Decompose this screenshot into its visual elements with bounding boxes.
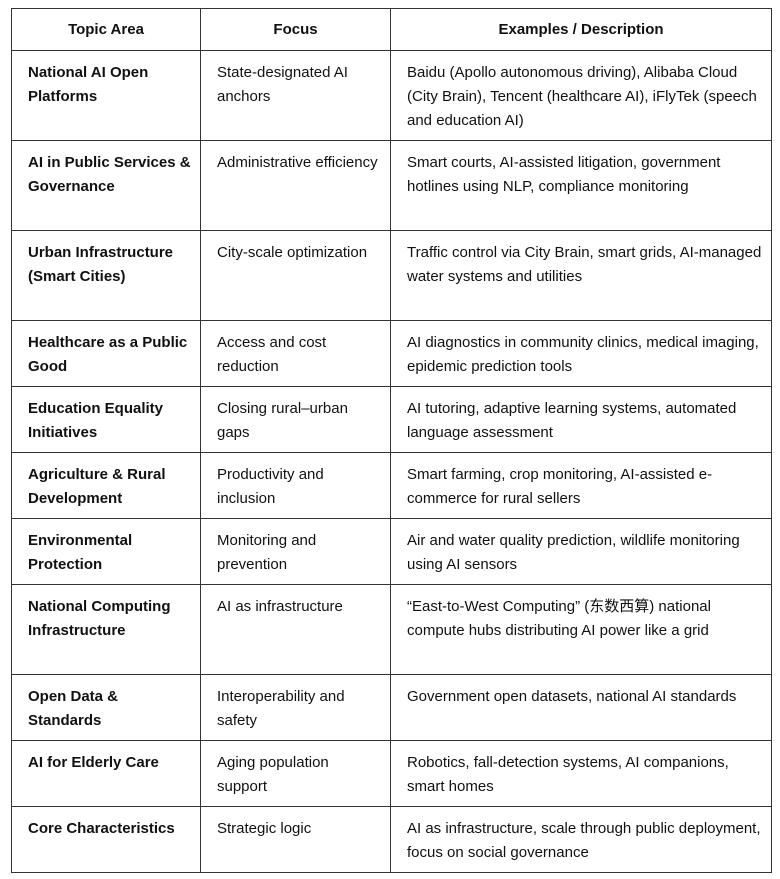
examples-cell: “East-to-West Computing” (东数西算) national… xyxy=(390,584,772,675)
focus-cell: Productivity and inclusion xyxy=(200,452,391,519)
examples-cell: Traffic control via City Brain, smart gr… xyxy=(390,230,772,321)
table-row: Education Equality Initiatives Closing ru… xyxy=(11,386,772,453)
table-row: Core Characteristics Strategic logic AI as… xyxy=(11,806,772,873)
table-row: Environmental Protection Monitoring and p… xyxy=(11,518,772,585)
table-row: Urban Infrastructure (Smart Cities) City-… xyxy=(11,230,772,321)
examples-cell: Smart courts, AI-assisted litigation, go… xyxy=(390,140,772,231)
ai-topics-table: Topic Area Focus Examples / Description … xyxy=(11,8,772,873)
focus-cell: Aging population support xyxy=(200,740,391,807)
table-row: AI in Public Services & Governance Admini… xyxy=(11,140,772,231)
focus-cell: Monitoring and prevention xyxy=(200,518,391,585)
header-row: Topic Area Focus Examples / Description xyxy=(11,8,772,51)
focus-cell: Closing rural–urban gaps xyxy=(200,386,391,453)
header-focus: Focus xyxy=(200,8,391,51)
table-row: National AI Open Platforms State-designat… xyxy=(11,50,772,141)
topic-cell: AI in Public Services & Governance xyxy=(11,140,201,231)
topic-cell: Agriculture & Rural Development xyxy=(11,452,201,519)
table-row: AI for Elderly Care Aging population supp… xyxy=(11,740,772,807)
header-examples: Examples / Description xyxy=(390,8,772,51)
examples-cell: AI as infrastructure, scale through publ… xyxy=(390,806,772,873)
topic-cell: National Computing Infrastructure xyxy=(11,584,201,675)
examples-cell: Government open datasets, national AI st… xyxy=(390,674,772,741)
table-row: Open Data & Standards Interoperability an… xyxy=(11,674,772,741)
table-row: National Computing Infrastructure AI as i… xyxy=(11,584,772,675)
table-row: Healthcare as a Public Good Access and co… xyxy=(11,320,772,387)
topic-cell: AI for Elderly Care xyxy=(11,740,201,807)
examples-cell: Air and water quality prediction, wildli… xyxy=(390,518,772,585)
examples-cell: Smart farming, crop monitoring, AI-assis… xyxy=(390,452,772,519)
topic-cell: National AI Open Platforms xyxy=(11,50,201,141)
topic-cell: Urban Infrastructure (Smart Cities) xyxy=(11,230,201,321)
topic-cell: Core Characteristics xyxy=(11,806,201,873)
topic-cell: Healthcare as a Public Good xyxy=(11,320,201,387)
examples-cell: Baidu (Apollo autonomous driving), Aliba… xyxy=(390,50,772,141)
table-row: Agriculture & Rural Development Productiv… xyxy=(11,452,772,519)
focus-cell: Interoperability and safety xyxy=(200,674,391,741)
focus-cell: AI as infrastructure xyxy=(200,584,391,675)
focus-cell: Administrative efficiency xyxy=(200,140,391,231)
focus-cell: State-designated AI anchors xyxy=(200,50,391,141)
examples-cell: AI diagnostics in community clinics, med… xyxy=(390,320,772,387)
focus-cell: City-scale optimization xyxy=(200,230,391,321)
topic-cell: Environmental Protection xyxy=(11,518,201,585)
header-topic-area: Topic Area xyxy=(11,8,201,51)
focus-cell: Strategic logic xyxy=(200,806,391,873)
examples-cell: Robotics, fall-detection systems, AI com… xyxy=(390,740,772,807)
topic-cell: Education Equality Initiatives xyxy=(11,386,201,453)
focus-cell: Access and cost reduction xyxy=(200,320,391,387)
examples-cell: AI tutoring, adaptive learning systems, … xyxy=(390,386,772,453)
topic-cell: Open Data & Standards xyxy=(11,674,201,741)
